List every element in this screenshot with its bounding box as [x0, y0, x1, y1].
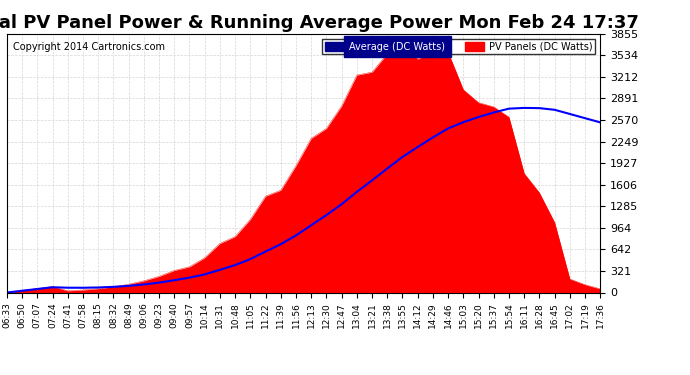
- Text: Copyright 2014 Cartronics.com: Copyright 2014 Cartronics.com: [13, 42, 165, 51]
- Legend: Average (DC Watts), PV Panels (DC Watts): Average (DC Watts), PV Panels (DC Watts): [322, 39, 595, 54]
- Title: Total PV Panel Power & Running Average Power Mon Feb 24 17:37: Total PV Panel Power & Running Average P…: [0, 14, 639, 32]
